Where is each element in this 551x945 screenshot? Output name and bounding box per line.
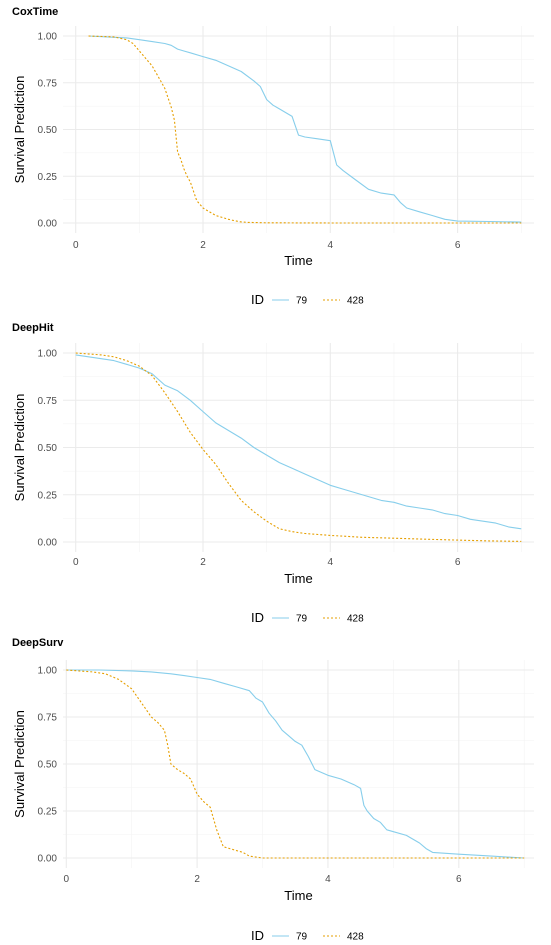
y-tick-label: 1.00: [38, 32, 58, 43]
y-axis-title: Survival Prediction: [12, 76, 27, 184]
chart-panel-deepsurv: DeepSurv 0.00 0.25 0.50 0.75 1.00 0 2 4 6 Time Surv…: [12, 637, 534, 943]
series-line-79: [75, 354, 522, 530]
series-line-428: [88, 35, 522, 224]
x-tick-label: 4: [328, 240, 334, 251]
y-tick-label: 0.00: [38, 219, 58, 230]
legend-title: ID: [251, 292, 264, 307]
y-axis-title: Survival Prediction: [12, 394, 27, 502]
y-tick-label: 0.25: [38, 490, 58, 501]
legend-label-428: 428: [347, 614, 364, 625]
x-tick-label: 6: [456, 874, 462, 885]
legend-label-79: 79: [296, 296, 308, 307]
legend: ID 79 428: [251, 928, 364, 943]
x-tick-label: 0: [73, 240, 79, 251]
y-tick-label: 0.50: [38, 125, 58, 136]
y-tick-label: 0.50: [38, 760, 58, 771]
x-tick-label: 0: [63, 874, 69, 885]
legend-label-79: 79: [296, 614, 308, 625]
legend-label-79: 79: [296, 932, 308, 943]
chart-title: DeepSurv: [12, 637, 64, 649]
legend-title: ID: [251, 610, 264, 625]
chart-panel-coxtime: CoxTime 0.00 0.25 0.50 0.75 1.00 0 2 4 6 Time Survi…: [12, 6, 534, 307]
x-tick-label: 6: [455, 240, 461, 251]
x-tick-label: 2: [200, 240, 206, 251]
y-tick-label: 0.75: [38, 78, 58, 89]
legend: ID 79 428: [251, 610, 364, 625]
x-tick-label: 0: [73, 557, 79, 568]
y-tick-label: 0.50: [38, 443, 58, 454]
y-tick-label: 0.25: [38, 172, 58, 183]
series-line-428: [66, 669, 525, 859]
y-tick-label: 0.00: [38, 538, 58, 549]
y-tick-label: 0.75: [38, 713, 58, 724]
x-axis-title: Time: [284, 253, 312, 268]
y-tick-label: 1.00: [38, 666, 58, 677]
x-tick-label: 4: [325, 874, 331, 885]
y-tick-label: 0.75: [38, 396, 58, 407]
x-tick-label: 2: [200, 557, 206, 568]
y-tick-label: 0.25: [38, 807, 58, 818]
y-tick-label: 0.00: [38, 854, 58, 865]
x-tick-label: 6: [455, 557, 461, 568]
x-tick-label: 4: [328, 557, 334, 568]
chart-panel-deephit: DeepHit 0.00 0.25 0.50 0.75 1.00 0 2 4 6 Time Survi…: [12, 322, 534, 625]
series-line-79: [66, 669, 525, 859]
x-axis-title: Time: [284, 888, 312, 903]
y-axis-title: Survival Prediction: [12, 710, 27, 818]
legend-title: ID: [251, 928, 264, 943]
legend-label-428: 428: [347, 932, 364, 943]
y-tick-label: 1.00: [38, 349, 58, 360]
x-tick-label: 2: [194, 874, 200, 885]
legend: ID 79 428: [251, 292, 364, 307]
chart-title: DeepHit: [12, 322, 54, 334]
series-line-428: [75, 352, 522, 542]
series-line-79: [88, 35, 522, 223]
x-axis-title: Time: [284, 571, 312, 586]
chart-title: CoxTime: [12, 6, 58, 18]
legend-label-428: 428: [347, 296, 364, 307]
